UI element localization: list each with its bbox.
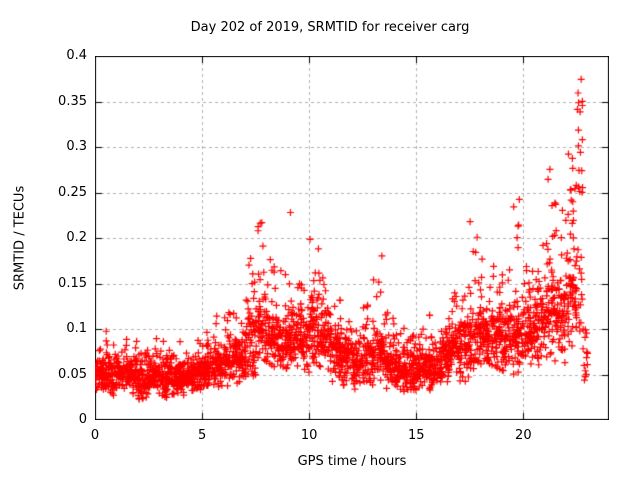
y-tick-label: 0.3 [66, 139, 87, 154]
chart-title: Day 202 of 2019, SRMTID for receiver car… [190, 20, 470, 35]
x-tick-label: 5 [197, 428, 207, 443]
y-tick-label: 0 [78, 412, 87, 427]
y-tick-label: 0.25 [58, 184, 87, 200]
y-tick-label: 0.05 [58, 366, 87, 382]
x-tick-label: 0 [90, 428, 100, 443]
y-tick-label: 0.2 [66, 230, 87, 245]
plot-canvas [95, 56, 609, 420]
x-axis-label: GPS time / hours [297, 454, 407, 469]
y-tick-label: 0.4 [66, 48, 87, 63]
y-tick-label: 0.35 [58, 93, 87, 109]
x-tick-label: 10 [300, 428, 318, 443]
y-axis-label: SRMTID / TECUs [12, 185, 28, 291]
y-tick-label: 0.15 [58, 275, 87, 291]
x-tick-label: 20 [515, 428, 532, 443]
y-tick-label: 0.1 [66, 321, 87, 336]
x-tick-label: 15 [407, 428, 425, 443]
